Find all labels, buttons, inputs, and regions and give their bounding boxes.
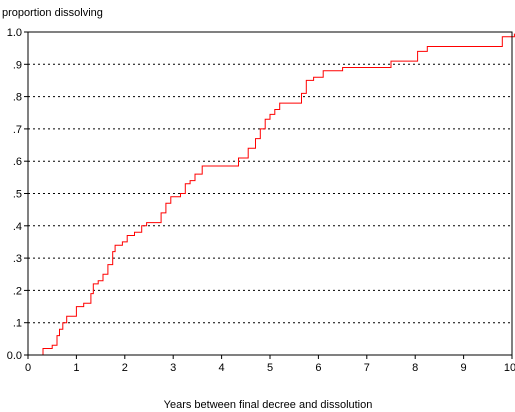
y-tick-label: 0.0 bbox=[7, 350, 22, 362]
gridlines bbox=[28, 63, 512, 324]
x-tick-label: 1 bbox=[73, 362, 79, 374]
x-axis-label: Years between final decree and dissoluti… bbox=[164, 399, 373, 411]
y-tick-label: .2 bbox=[13, 285, 22, 297]
y-tick-label: .8 bbox=[13, 92, 22, 104]
y-tick-label: .7 bbox=[13, 124, 22, 136]
series-line bbox=[38, 33, 515, 356]
x-tick-label: 6 bbox=[315, 362, 321, 374]
x-tick-label: 5 bbox=[267, 362, 273, 374]
y-tick-label: .6 bbox=[13, 156, 22, 168]
y-tick-label: .5 bbox=[13, 189, 22, 201]
x-tick-label: 10 bbox=[504, 362, 515, 374]
x-tick-label: 2 bbox=[122, 362, 128, 374]
y-tick-label: .1 bbox=[13, 318, 22, 330]
x-tick-label: 4 bbox=[219, 362, 225, 374]
x-axis: 0 1 2 3 4 5 6 7 8 9 10 bbox=[25, 355, 515, 374]
x-tick-label: 7 bbox=[364, 362, 370, 374]
y-tick-label: .3 bbox=[13, 253, 22, 265]
x-tick-label: 0 bbox=[25, 362, 31, 374]
y-axis-label: proportion dissolving bbox=[2, 7, 103, 19]
y-tick-label: 1.0 bbox=[7, 27, 22, 39]
y-tick-label: .9 bbox=[13, 59, 22, 71]
data-points bbox=[38, 33, 512, 355]
x-tick-label: 3 bbox=[170, 362, 176, 374]
y-tick-label: .4 bbox=[13, 221, 22, 233]
y-axis: 0.0 .1 .2 .3 .4 .5 .6 .7 .8 .9 1.0 bbox=[7, 27, 28, 362]
x-tick-label: 9 bbox=[461, 362, 467, 374]
x-tick-label: 8 bbox=[412, 362, 418, 374]
